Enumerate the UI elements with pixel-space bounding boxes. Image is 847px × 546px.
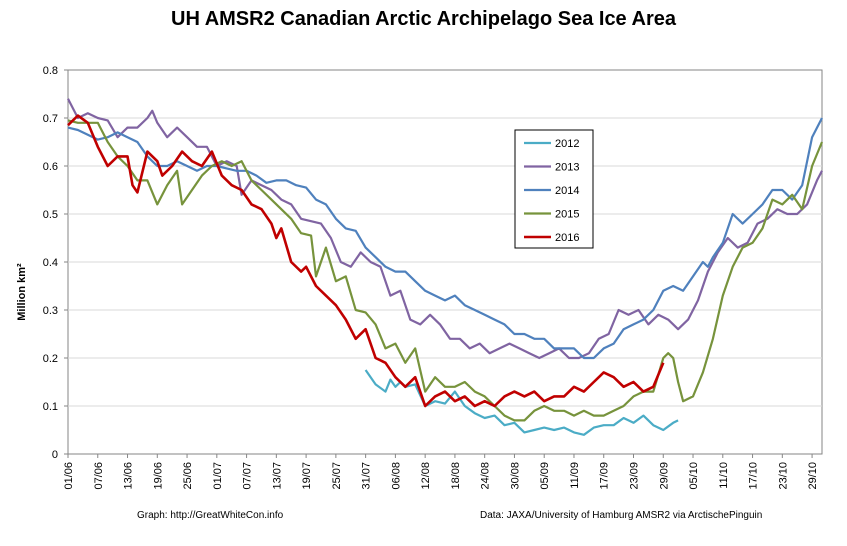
y-tick-label: 0 bbox=[52, 449, 58, 461]
series-lines bbox=[67, 98, 824, 436]
x-tick-label: 29/09 bbox=[658, 462, 670, 490]
x-tick-label: 05/09 bbox=[539, 462, 551, 490]
x-tick-label: 30/08 bbox=[509, 462, 521, 490]
legend-label-2014: 2014 bbox=[555, 185, 579, 197]
legend-label-2016: 2016 bbox=[555, 232, 579, 244]
chart-title: UH AMSR2 Canadian Arctic Archipelago Sea… bbox=[171, 8, 676, 30]
legend-label-2013: 2013 bbox=[555, 162, 579, 174]
y-tick-label: 0.7 bbox=[43, 113, 58, 125]
y-tick-label: 0.4 bbox=[43, 257, 58, 269]
series-line-2015 bbox=[67, 119, 824, 422]
x-tick-label: 19/06 bbox=[152, 462, 164, 490]
x-tick-label: 18/08 bbox=[450, 462, 462, 490]
legend: 2012 2013 2014 2015 2016 bbox=[514, 129, 594, 249]
x-tick-label: 11/10 bbox=[718, 462, 730, 489]
series-line-2016 bbox=[67, 114, 665, 408]
x-tick-label: 13/06 bbox=[123, 462, 135, 490]
x-tick-label: 07/07 bbox=[242, 462, 254, 490]
x-tick-label: 11/09 bbox=[569, 462, 581, 489]
data-source-credit: Data: JAXA/University of Hamburg AMSR2 v… bbox=[480, 510, 763, 521]
x-tick-label: 25/06 bbox=[182, 462, 194, 490]
x-tick-label: 17/09 bbox=[599, 462, 611, 490]
x-tick-label: 01/07 bbox=[212, 462, 224, 490]
x-tick-label: 07/06 bbox=[93, 462, 105, 490]
gridlines bbox=[68, 117, 822, 407]
y-axis-ticks: 0 0.1 0.2 0.3 0.4 0.5 0.6 0.7 0.8 bbox=[43, 65, 68, 461]
x-tick-label: 24/08 bbox=[480, 462, 492, 490]
legend-label-2015: 2015 bbox=[555, 209, 579, 221]
x-tick-label: 31/07 bbox=[361, 462, 373, 490]
x-tick-label: 12/08 bbox=[420, 462, 432, 490]
x-tick-label: 23/10 bbox=[777, 462, 789, 490]
x-tick-label: 05/10 bbox=[688, 462, 700, 490]
x-tick-label: 23/09 bbox=[629, 462, 641, 490]
x-tick-label: 17/10 bbox=[748, 462, 760, 490]
series-line-2014 bbox=[67, 117, 823, 360]
x-axis-ticks: 01/06 07/06 13/06 19/06 25/06 01/07 07/07 13/07… bbox=[63, 454, 819, 490]
y-tick-label: 0.8 bbox=[43, 65, 58, 77]
x-tick-label: 25/07 bbox=[331, 462, 343, 490]
graph-credit: Graph: http://GreatWhiteCon.info bbox=[137, 510, 284, 521]
y-tick-label: 0.3 bbox=[43, 305, 58, 317]
y-tick-label: 0.2 bbox=[43, 353, 58, 365]
legend-label-2012: 2012 bbox=[555, 138, 579, 150]
x-tick-label: 01/06 bbox=[63, 462, 75, 490]
x-tick-label: 29/10 bbox=[807, 462, 819, 490]
x-tick-label: 13/07 bbox=[271, 462, 283, 490]
y-tick-label: 0.1 bbox=[43, 401, 58, 413]
x-tick-label: 19/07 bbox=[301, 462, 313, 490]
x-tick-label: 06/08 bbox=[390, 462, 402, 490]
y-tick-label: 0.5 bbox=[43, 209, 58, 221]
y-tick-label: 0.6 bbox=[43, 161, 58, 173]
series-line-2013 bbox=[67, 98, 823, 360]
